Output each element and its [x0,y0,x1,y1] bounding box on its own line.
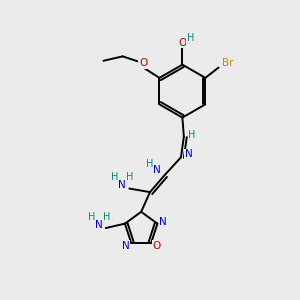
Text: H: H [111,172,118,182]
Text: H: H [187,33,194,43]
Text: O: O [139,58,147,68]
Text: N: N [185,149,193,159]
Text: H: H [126,172,133,182]
Text: N: N [122,241,130,251]
Text: N: N [159,217,167,227]
Text: H: H [146,159,153,169]
Text: N: N [118,180,126,190]
Text: N: N [153,165,160,175]
Text: H: H [103,212,110,222]
Text: N: N [95,220,103,230]
Text: H: H [188,130,196,140]
Text: O: O [152,241,160,251]
Text: H: H [88,212,95,222]
Text: O: O [178,38,187,47]
Text: Br: Br [222,58,233,68]
